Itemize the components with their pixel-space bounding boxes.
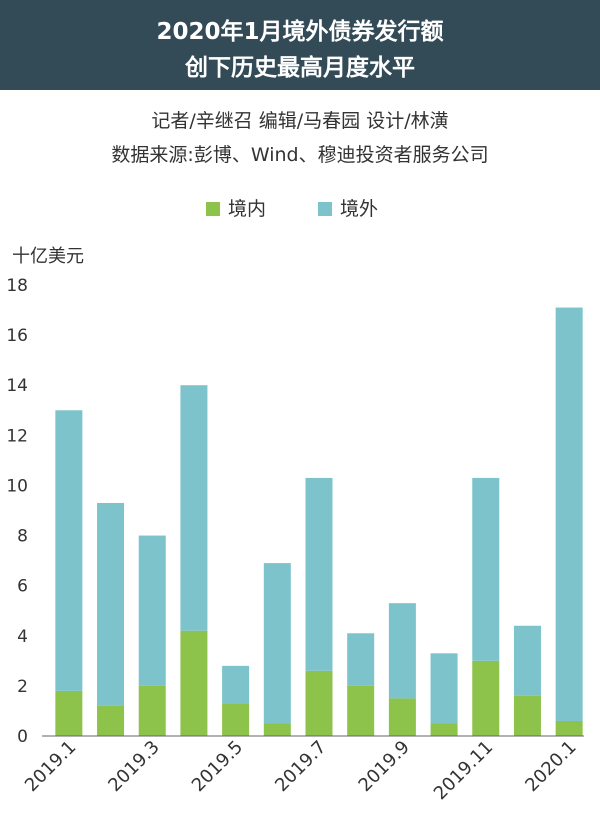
bar-segment-domestic — [305, 670, 333, 736]
y-axis: 0 2 4 6 8 10 12 14 16 18 — [6, 276, 28, 747]
legend: 境内 境外 — [206, 198, 378, 220]
credits-line: 记者/辛继召 编辑/马春园 设计/林潢 — [151, 110, 449, 132]
bar-segment-offshore — [347, 633, 375, 686]
bar-segment-offshore — [222, 665, 250, 704]
y-axis-unit-label: 十亿美元 — [12, 246, 84, 267]
x-tick-label: 2019.9 — [355, 737, 414, 796]
bar-segment-offshore — [138, 535, 166, 686]
header-banner: 2020年1月境外债券发行额 创下历史最高月度水平 — [0, 0, 600, 90]
bar-segment-offshore — [513, 625, 541, 696]
chart-title-line2: 创下历史最高月度水平 — [185, 55, 415, 81]
bar-segment-domestic — [222, 703, 250, 736]
bar-segment-offshore — [555, 307, 583, 721]
bar-segment-domestic — [263, 723, 291, 736]
y-tick-label: 12 — [6, 426, 28, 446]
bar-segment-domestic — [97, 705, 125, 736]
bars — [55, 307, 583, 736]
x-tick-label: 2019.1 — [21, 737, 80, 796]
y-tick-label: 4 — [17, 627, 28, 647]
bar-segment-domestic — [388, 698, 416, 736]
legend-swatch-1 — [318, 202, 332, 216]
legend-swatch-0 — [206, 202, 220, 216]
bar-segment-offshore — [430, 653, 458, 724]
y-tick-label: 0 — [17, 727, 28, 747]
bar-segment-domestic — [138, 685, 166, 736]
x-tick-label: 2019.5 — [188, 737, 247, 796]
bar-segment-offshore — [472, 477, 500, 661]
bar-segment-offshore — [180, 385, 208, 631]
bar-segment-domestic — [472, 660, 500, 736]
bar-segment-offshore — [305, 477, 333, 671]
bar-segment-domestic — [430, 723, 458, 736]
y-tick-label: 2 — [17, 677, 28, 697]
bar-segment-domestic — [347, 685, 375, 736]
source-line: 数据来源:彭博、Wind、穆迪投资者服务公司 — [111, 144, 489, 166]
legend-label-0: 境内 — [228, 198, 266, 220]
x-tick-label: 2019.7 — [271, 737, 330, 796]
bar-segment-domestic — [513, 695, 541, 736]
bar-segment-offshore — [388, 603, 416, 699]
bar-segment-offshore — [263, 563, 291, 724]
bar-segment-offshore — [55, 410, 83, 691]
bar-segment-domestic — [555, 720, 583, 736]
bar-segment-domestic — [55, 690, 83, 736]
bar-segment-domestic — [180, 630, 208, 736]
x-tick-label: 2020.1 — [521, 737, 580, 796]
x-tick-label: 2019.11 — [430, 737, 497, 804]
x-tick-label: 2019.3 — [104, 737, 163, 796]
chart-title-line1: 2020年1月境外债券发行额 — [156, 19, 444, 45]
y-tick-label: 16 — [6, 326, 28, 346]
y-tick-label: 18 — [6, 276, 28, 296]
y-tick-label: 10 — [6, 476, 28, 496]
y-tick-label: 8 — [17, 527, 28, 547]
x-axis: 2019.1 2019.3 2019.5 2019.7 2019.9 2019.11 202… — [21, 737, 581, 804]
legend-label-1: 境外 — [340, 198, 378, 220]
y-tick-label: 14 — [6, 376, 28, 396]
y-tick-label: 6 — [17, 577, 28, 597]
bar-segment-offshore — [97, 502, 125, 706]
